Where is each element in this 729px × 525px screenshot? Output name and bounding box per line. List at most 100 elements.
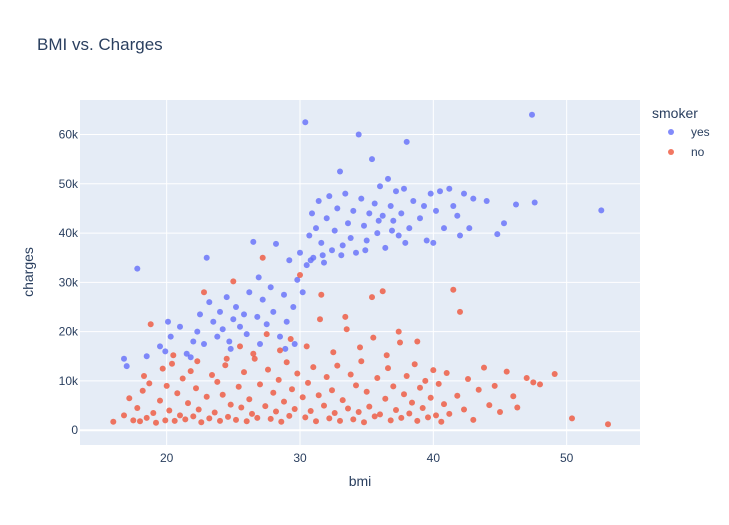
data-point-yes[interactable] [167, 333, 174, 340]
data-point-yes[interactable] [402, 239, 409, 246]
data-point-no[interactable] [366, 403, 373, 410]
data-point-no[interactable] [374, 375, 381, 381]
data-point-no[interactable] [286, 412, 293, 419]
data-point-no[interactable] [537, 381, 543, 388]
data-point-yes[interactable] [183, 350, 190, 357]
data-point-yes[interactable] [454, 212, 461, 219]
data-point-yes[interactable] [398, 210, 405, 217]
data-point-no[interactable] [203, 393, 210, 400]
data-point-yes[interactable] [433, 207, 439, 214]
data-point-no[interactable] [486, 402, 493, 409]
legend-item-no[interactable]: no [668, 145, 705, 159]
data-point-no[interactable] [297, 272, 303, 278]
data-point-no[interactable] [414, 417, 421, 424]
data-point-no[interactable] [441, 401, 447, 408]
data-point-no[interactable] [159, 365, 166, 372]
data-point-no[interactable] [141, 373, 147, 379]
data-point-yes[interactable] [227, 345, 234, 352]
data-point-yes[interactable] [366, 210, 373, 217]
data-point-no[interactable] [318, 291, 325, 298]
data-point-yes[interactable] [450, 203, 457, 209]
data-point-yes[interactable] [494, 231, 501, 238]
data-point-no[interactable] [409, 399, 415, 406]
data-point-no[interactable] [358, 358, 365, 365]
data-point-no[interactable] [414, 338, 421, 345]
data-point-yes[interactable] [283, 318, 290, 325]
data-point-no[interactable] [417, 384, 423, 391]
data-point-no[interactable] [146, 380, 153, 387]
data-point-yes[interactable] [529, 111, 535, 118]
data-point-no[interactable] [321, 402, 327, 409]
data-point-no[interactable] [355, 409, 362, 415]
data-point-yes[interactable] [329, 247, 335, 254]
data-point-yes[interactable] [369, 156, 375, 163]
data-point-yes[interactable] [389, 227, 395, 234]
data-point-no[interactable] [225, 413, 231, 420]
data-point-no[interactable] [382, 395, 389, 402]
data-point-no[interactable] [235, 383, 242, 390]
data-point-no[interactable] [169, 360, 175, 367]
data-point-no[interactable] [323, 374, 330, 380]
data-point-yes[interactable] [201, 341, 207, 347]
data-point-no[interactable] [162, 417, 169, 424]
data-point-no[interactable] [397, 339, 403, 346]
data-point-no[interactable] [305, 379, 311, 386]
data-point-yes[interactable] [347, 235, 354, 241]
data-point-no[interactable] [465, 376, 471, 382]
data-point-yes[interactable] [374, 230, 381, 237]
data-point-no[interactable] [241, 369, 247, 376]
data-point-yes[interactable] [233, 304, 239, 310]
data-point-no[interactable] [222, 362, 229, 369]
data-point-yes[interactable] [410, 198, 417, 204]
data-point-yes[interactable] [210, 318, 217, 325]
data-point-no[interactable] [259, 254, 266, 261]
data-point-yes[interactable] [319, 252, 326, 259]
data-point-yes[interactable] [143, 353, 150, 360]
data-point-no[interactable] [457, 308, 463, 315]
data-point-no[interactable] [393, 407, 399, 413]
data-point-yes[interactable] [403, 138, 410, 145]
data-point-no[interactable] [246, 396, 253, 403]
data-point-no[interactable] [475, 386, 482, 393]
data-point-yes[interactable] [375, 217, 382, 224]
data-point-yes[interactable] [382, 244, 389, 251]
data-point-yes[interactable] [291, 341, 298, 347]
data-point-yes[interactable] [165, 318, 171, 325]
data-point-yes[interactable] [223, 294, 230, 301]
data-point-no[interactable] [313, 418, 319, 425]
data-point-no[interactable] [275, 376, 282, 383]
data-point-yes[interactable] [387, 203, 394, 209]
data-point-yes[interactable] [598, 207, 605, 214]
data-point-yes[interactable] [513, 201, 519, 208]
data-point-yes[interactable] [297, 249, 303, 256]
data-point-no[interactable] [121, 412, 127, 419]
data-point-yes[interactable] [379, 212, 386, 219]
data-point-no[interactable] [134, 405, 141, 411]
data-point-no[interactable] [249, 410, 255, 417]
data-point-no[interactable] [303, 343, 310, 350]
data-point-no[interactable] [233, 416, 239, 423]
data-point-yes[interactable] [162, 348, 169, 355]
data-point-no[interactable] [171, 417, 178, 424]
data-point-yes[interactable] [483, 198, 490, 204]
data-point-yes[interactable] [363, 237, 370, 244]
data-point-yes[interactable] [362, 247, 369, 254]
data-point-no[interactable] [187, 368, 194, 375]
data-point-yes[interactable] [318, 239, 325, 246]
data-point-yes[interactable] [241, 311, 247, 318]
data-point-yes[interactable] [157, 343, 163, 350]
data-point-no[interactable] [281, 398, 287, 405]
data-point-no[interactable] [219, 391, 226, 398]
data-point-no[interactable] [357, 344, 363, 351]
data-point-yes[interactable] [226, 338, 233, 345]
data-point-no[interactable] [211, 409, 218, 416]
data-point-no[interactable] [223, 355, 230, 362]
data-point-no[interactable] [361, 419, 367, 426]
data-point-yes[interactable] [282, 345, 289, 352]
data-point-yes[interactable] [254, 313, 261, 320]
data-point-yes[interactable] [427, 190, 434, 197]
data-point-no[interactable] [150, 410, 157, 416]
data-point-yes[interactable] [273, 240, 279, 247]
data-point-yes[interactable] [230, 316, 237, 323]
data-point-no[interactable] [262, 403, 269, 410]
